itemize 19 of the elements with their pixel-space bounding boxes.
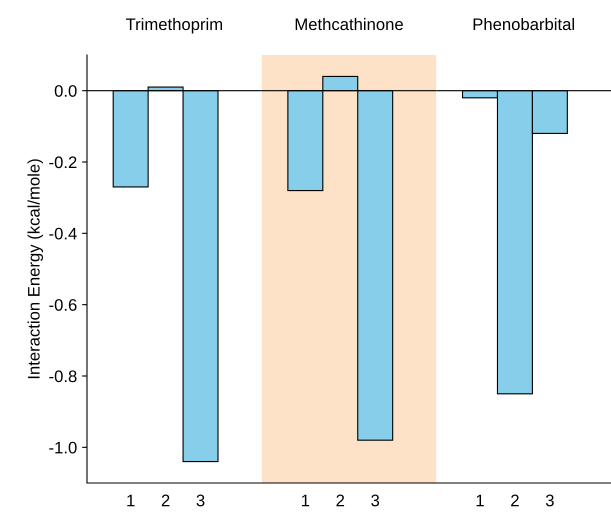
x-tick-label: 3 <box>371 494 380 506</box>
y-axis-title: Interaction Energy (kcal/mole) <box>27 159 44 378</box>
y-tick-label: -1.0 <box>49 442 77 454</box>
x-tick-label: 1 <box>476 494 484 506</box>
x-tick-label: 1 <box>302 494 310 506</box>
x-tick-label: 3 <box>196 494 204 506</box>
x-tick-label: 2 <box>162 494 170 506</box>
x-tick-label: 2 <box>336 494 344 506</box>
x-tick-label: 1 <box>127 494 134 506</box>
y-tick-label: -0.6 <box>49 299 77 311</box>
x-tick-label: 2 <box>511 494 519 506</box>
chart-title: Trimethoprim <box>126 18 222 34</box>
y-tick-label: 0.0 <box>54 85 77 97</box>
x-tick-label: 3 <box>546 494 554 506</box>
y-tick-label: -0.4 <box>49 228 77 240</box>
chart-title: Methcathinone <box>296 18 403 30</box>
y-tick-label: -0.2 <box>49 156 76 168</box>
chart-title: Phenobarbital <box>474 18 574 30</box>
y-tick-label: -0.8 <box>49 370 77 382</box>
